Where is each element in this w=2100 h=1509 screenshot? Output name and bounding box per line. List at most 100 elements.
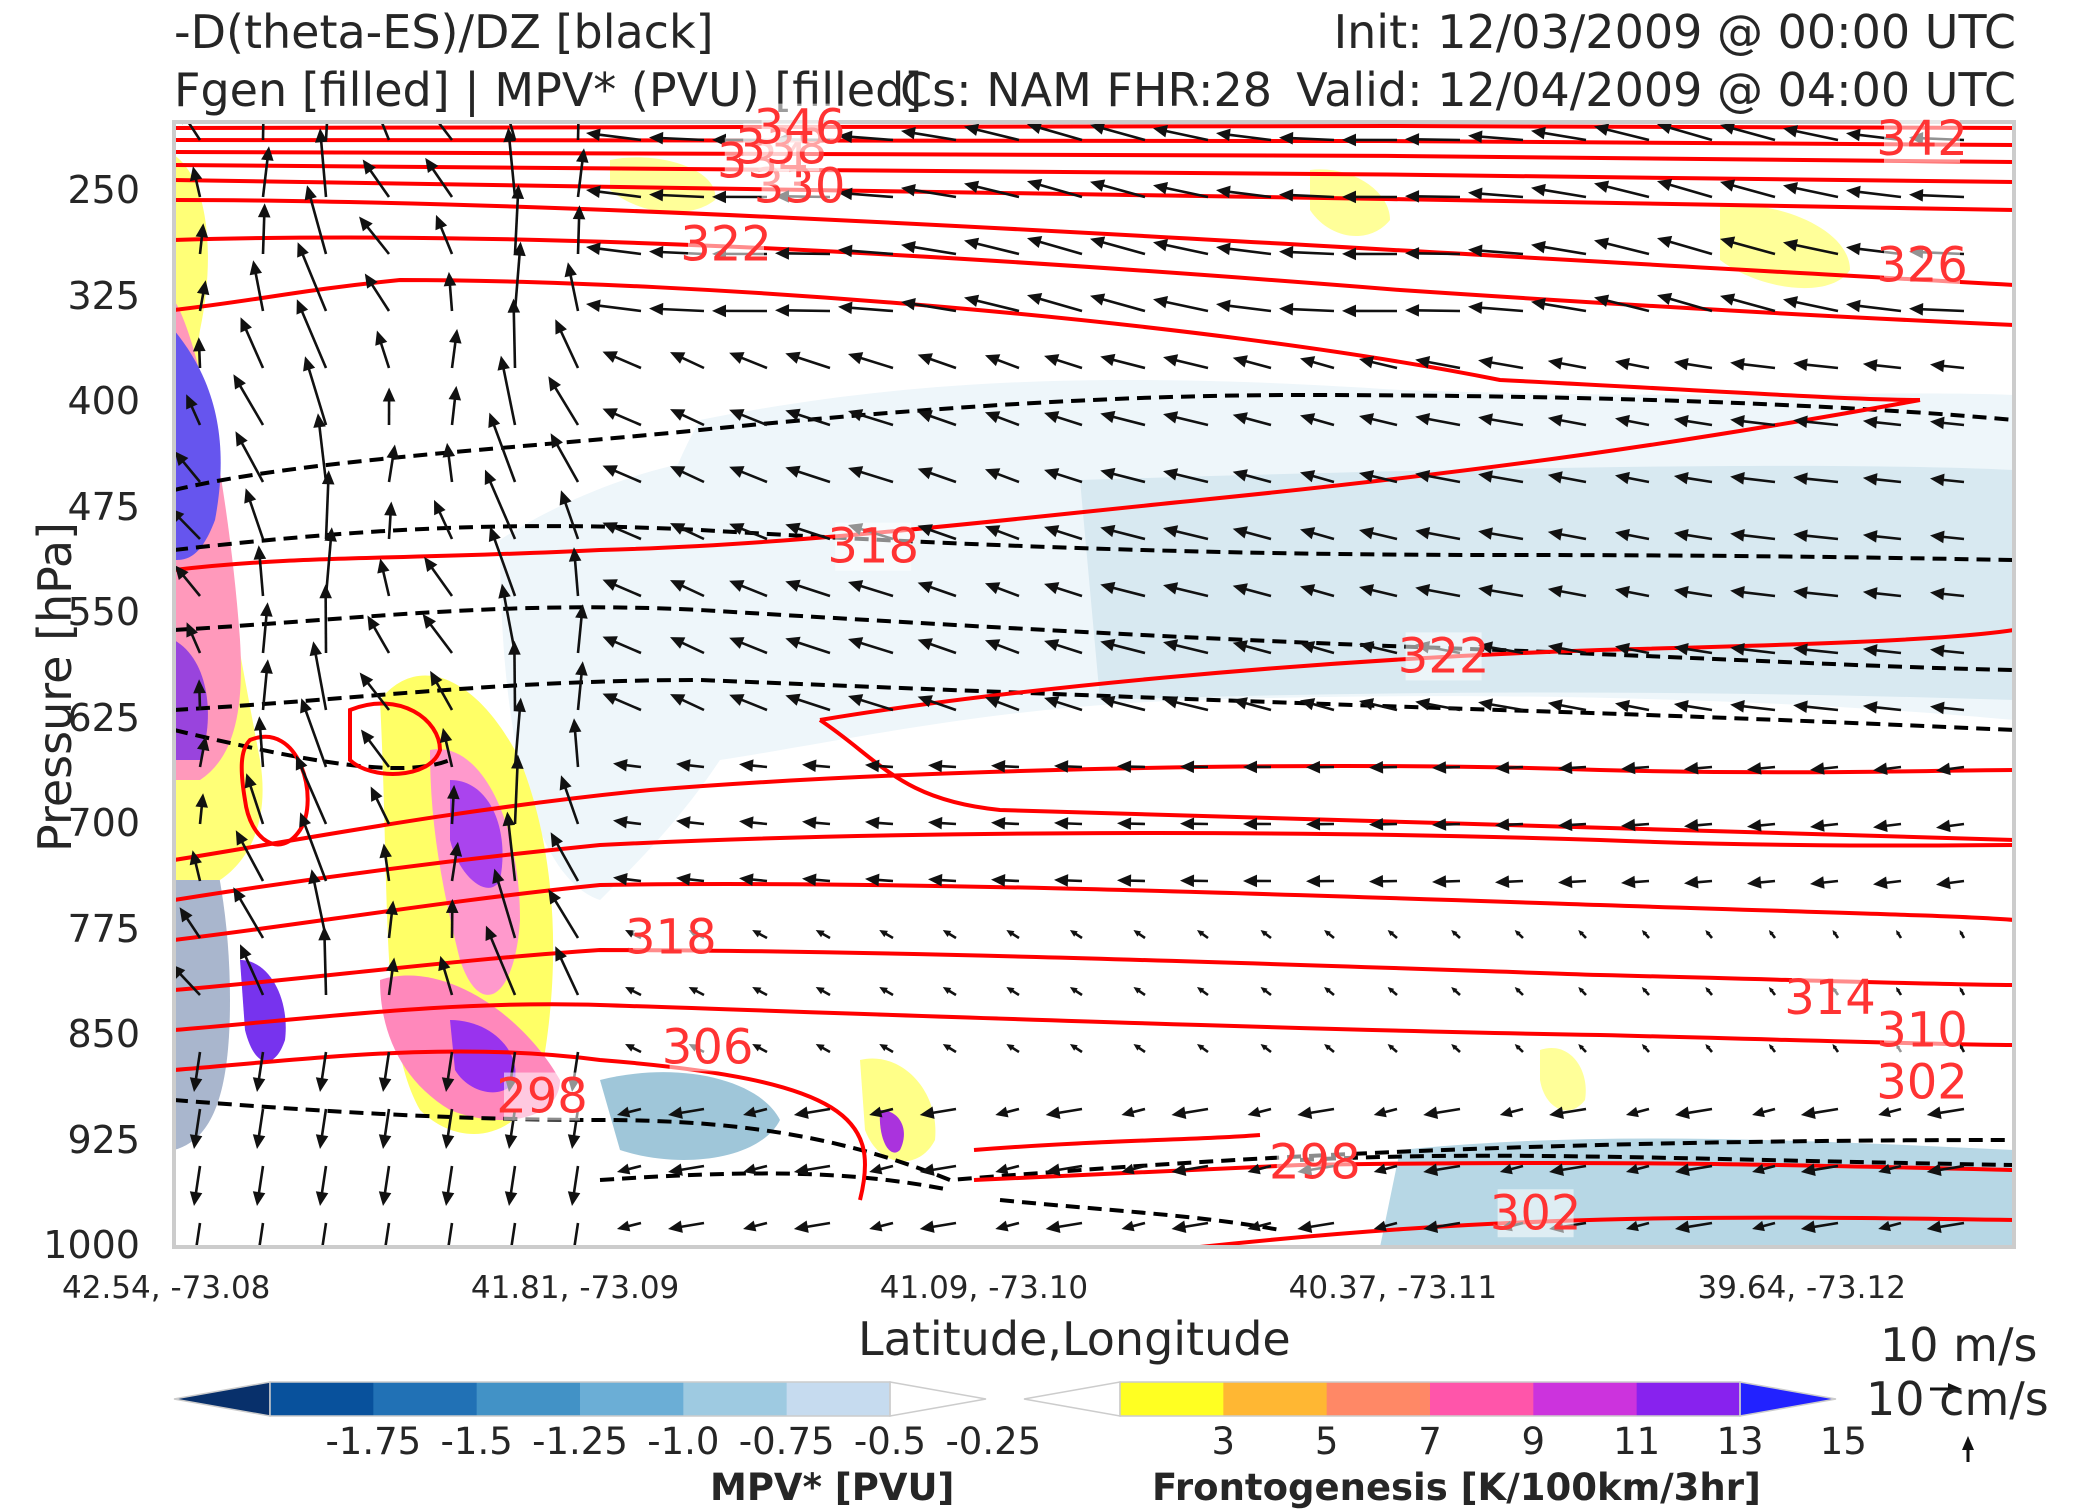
wind-vector <box>1675 1107 1712 1119</box>
wind-vector <box>1432 818 1460 831</box>
wind-vector <box>1133 930 1145 938</box>
wind-vector <box>743 1221 767 1232</box>
wind-vector <box>1747 819 1775 832</box>
wind-vector <box>1432 761 1460 774</box>
wind-vector <box>315 128 328 197</box>
wind-vector <box>1180 875 1208 888</box>
wind-vector <box>729 352 767 368</box>
wind-vector <box>918 353 956 368</box>
wind-vector <box>1306 761 1334 774</box>
wind-vector <box>375 330 389 368</box>
wind-vector <box>253 1223 265 1263</box>
wind-vector <box>712 305 767 318</box>
wind-vector <box>1261 930 1271 938</box>
wind-vector <box>1783 182 1838 197</box>
fgen-low-right <box>1540 1048 1586 1110</box>
wind-vector <box>739 816 767 829</box>
wind-vector <box>869 1164 893 1175</box>
wind-vector <box>1684 876 1712 889</box>
wind-vector <box>1801 1107 1838 1119</box>
wind-vector <box>254 545 267 596</box>
wind-vector <box>1594 181 1649 197</box>
wind-vector <box>297 242 326 311</box>
wind-vector <box>1720 123 1775 140</box>
mpv-boundary-right <box>1380 1138 2014 1247</box>
wind-key-vertical-arrow <box>1962 1436 1974 1462</box>
wind-vector <box>565 262 578 311</box>
wind-vector <box>1531 184 1586 197</box>
fgen-colorbar-high-arrow <box>1740 1382 1836 1416</box>
wind-vector <box>794 1106 830 1118</box>
wind-vector <box>785 352 830 368</box>
wind-vector <box>649 303 704 316</box>
wind-vector <box>508 299 521 368</box>
wind-vector <box>603 465 641 482</box>
wind-vector <box>752 1044 767 1052</box>
wind-vector <box>1558 762 1586 775</box>
wind-key-horizontal-label: 10 m/s <box>1880 1318 2037 1372</box>
wind-vector <box>1960 987 1964 995</box>
wind-vector <box>1810 819 1838 832</box>
wind-vector <box>260 602 273 653</box>
wind-vector <box>802 817 830 830</box>
wind-vector <box>1930 360 1964 373</box>
wind-vector <box>1090 236 1145 254</box>
wind-vector <box>1133 987 1145 995</box>
wind-vector <box>1388 987 1397 995</box>
wind-vector <box>1197 1044 1208 1052</box>
x-tick-label: 41.81, -73.09 <box>471 1270 679 1306</box>
wind-vector <box>548 376 578 425</box>
wind-vector <box>995 1164 1019 1175</box>
wind-vector <box>1515 987 1523 995</box>
wind-vector <box>1832 930 1838 938</box>
wind-vector <box>1027 293 1082 311</box>
wind-vector <box>1044 354 1082 368</box>
wind-vector <box>1468 187 1523 200</box>
wind-vector <box>1674 358 1712 370</box>
wind-vector <box>1342 305 1397 318</box>
wind-vector <box>1531 241 1586 254</box>
wind-vector <box>180 109 200 140</box>
wind-vector <box>1121 1221 1145 1232</box>
wind-vector <box>920 1220 956 1232</box>
wind-vector <box>1531 127 1586 140</box>
wind-vector <box>1243 761 1271 774</box>
wind-vector <box>1261 987 1271 995</box>
wind-vector <box>1873 819 1901 832</box>
wind-vector <box>1832 1044 1838 1052</box>
wind-vector <box>816 930 830 938</box>
wind-vector <box>387 444 399 482</box>
theta-e-contour-18 <box>974 1135 1260 1150</box>
wind-vector <box>1495 761 1523 774</box>
wind-vector <box>1233 697 1271 710</box>
wind-vector <box>928 817 956 830</box>
wind-vector <box>322 470 335 539</box>
mpv-colorbar-swatch <box>580 1382 684 1416</box>
wind-vector <box>1500 1107 1523 1117</box>
colorbar-tick-label: -1.75 <box>325 1420 421 1463</box>
wind-vector <box>816 1044 830 1052</box>
dtheta-contour-7 <box>600 1173 950 1190</box>
wind-vector <box>449 329 461 368</box>
wind-vector <box>1261 1044 1271 1052</box>
wind-vector <box>1909 303 1964 316</box>
wind-vector <box>1324 987 1334 995</box>
wind-vector <box>1873 876 1901 889</box>
wind-vector <box>943 987 956 995</box>
mpv-colorbar-swatch <box>373 1382 477 1416</box>
wind-vector <box>1752 1107 1775 1117</box>
wind-vector <box>1451 930 1460 938</box>
wind-vector <box>318 926 331 995</box>
wind-vector <box>1863 359 1901 372</box>
wind-vector <box>1558 819 1586 832</box>
wind-vector <box>443 443 455 482</box>
colorbar-tick-label: -1.5 <box>441 1420 513 1463</box>
wind-vector <box>1121 1107 1145 1118</box>
wind-vector <box>1324 930 1334 938</box>
wind-vector <box>617 1164 641 1175</box>
colorbar-tick-label: 3 <box>1212 1420 1236 1463</box>
colorbar-tick-label: 13 <box>1716 1420 1763 1463</box>
wind-vector <box>670 352 704 368</box>
wind-vector <box>1006 930 1019 938</box>
wind-vector <box>379 1052 391 1092</box>
